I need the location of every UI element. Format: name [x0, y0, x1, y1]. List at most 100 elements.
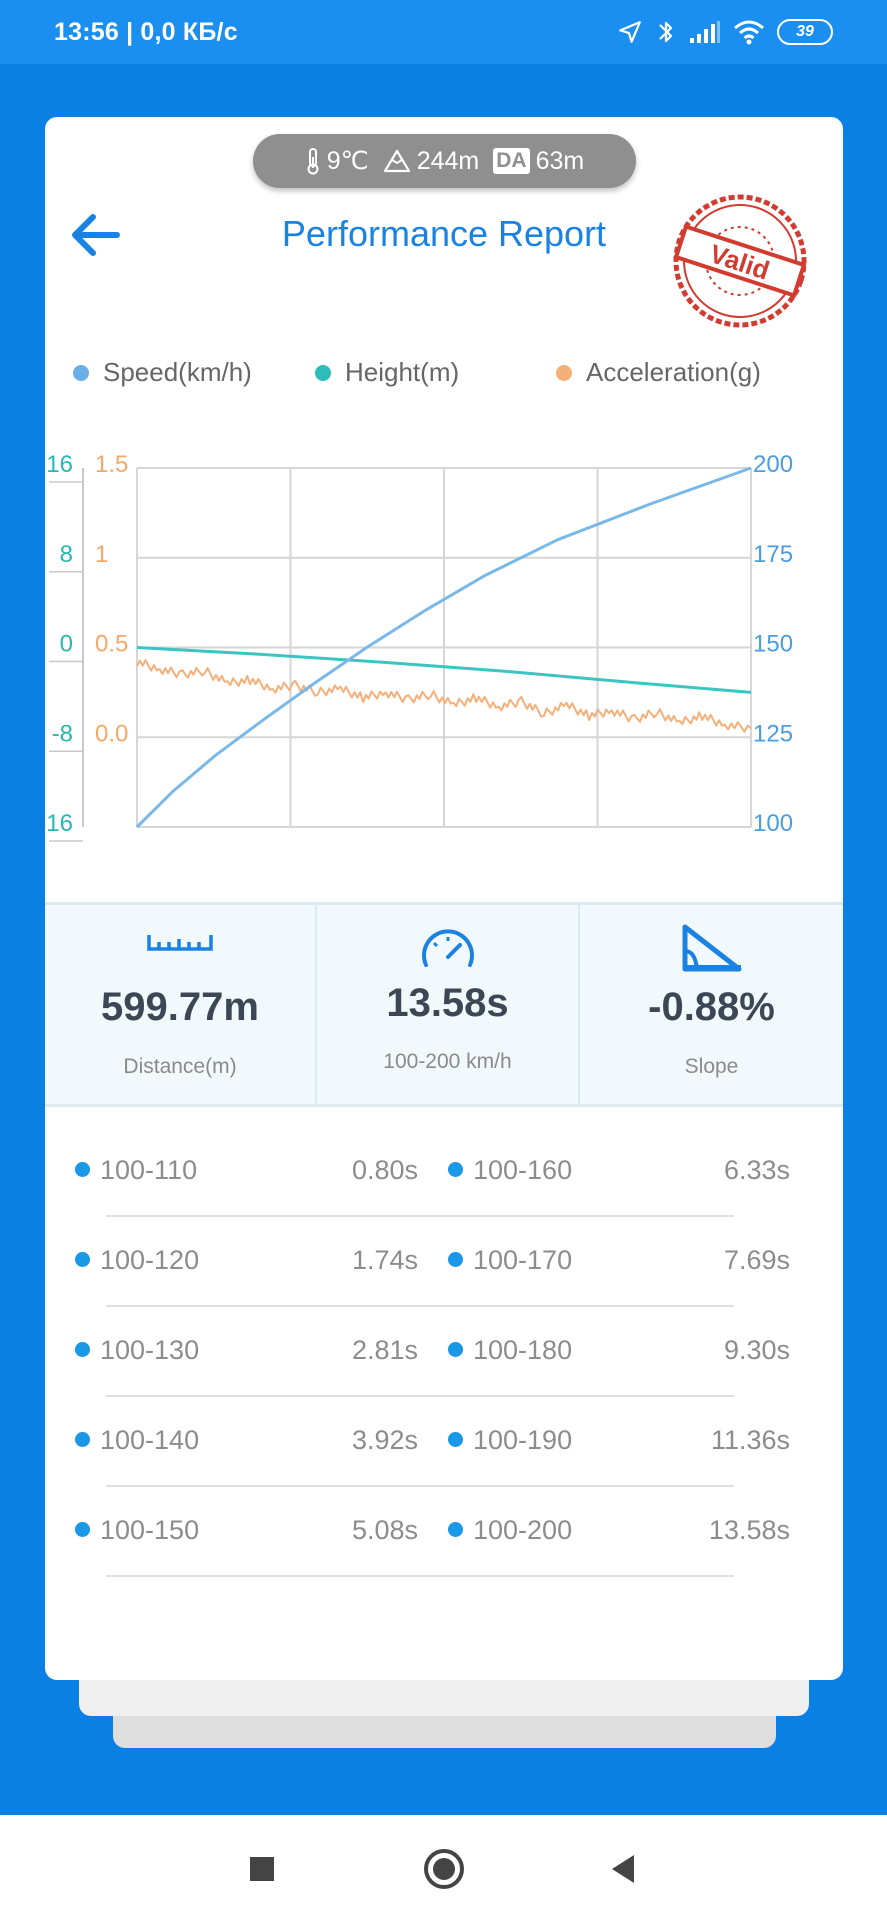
split-right-range: 100-180 — [448, 1335, 572, 1366]
back-arrow-icon[interactable] — [65, 205, 125, 265]
split-row: 100-130 2.81s 100-180 9.30s — [45, 1307, 843, 1397]
accel-tick-label: 0.0 — [95, 720, 128, 747]
battery-level: 39 — [796, 23, 814, 40]
split-right-time: 9.30s — [723, 1335, 790, 1365]
legend-speed: Speed(km/h) — [73, 357, 252, 388]
stat-distance: 599.77m Distance(m) — [45, 905, 315, 1104]
split-dot — [448, 1252, 463, 1267]
split-row: 100-150 5.08s 100-200 13.58s — [45, 1487, 843, 1577]
split-left-range-label: 100-110 — [100, 1155, 198, 1185]
slope-icon — [682, 924, 741, 972]
split-left-range: 100-110 — [75, 1155, 197, 1186]
split-left-range-label: 100-140 — [100, 1425, 200, 1455]
height-tick-label: 0 — [60, 631, 73, 658]
legend-dot-acceleration — [556, 364, 572, 381]
stat-time: 13.58s 100-200 km/h — [315, 905, 578, 1104]
series-line-speed — [135, 466, 752, 829]
mountain-icon — [383, 149, 410, 173]
split-dot — [75, 1252, 90, 1267]
accel-tick-label: 1.5 — [95, 451, 128, 478]
split-left-range: 100-120 — [75, 1245, 199, 1276]
split-dot — [75, 1162, 90, 1177]
split-dot — [75, 1432, 90, 1447]
split-row: 100-110 0.80s 100-160 6.33s — [45, 1127, 843, 1217]
split-left-range: 100-150 — [75, 1515, 199, 1546]
series-line-accel — [136, 659, 752, 733]
split-right-range-label: 100-180 — [473, 1335, 573, 1365]
split-divider — [106, 1485, 734, 1487]
series-line-height — [136, 646, 752, 694]
speed-tick-label: 125 — [753, 720, 793, 747]
speed-tick-label: 100 — [753, 810, 793, 837]
stat-distance-label: Distance(m) — [123, 1055, 237, 1078]
performance-chart: 16 8 0 -8 -16 1.5 1 0.5 0.0 200 175 150 125 100 — [45, 407, 843, 947]
split-times-list: 100-110 0.80s 100-160 6.33s 100-120 1.74s 100-… — [45, 1127, 843, 1577]
split-left-range-label: 100-130 — [100, 1335, 200, 1365]
chart-legend: Speed(km/h) Height(m) Acceleration(g) — [45, 357, 843, 397]
legend-height: Height(m) — [315, 357, 459, 388]
split-left-time: 2.81s — [351, 1335, 418, 1365]
conditions-pill: 9℃ 244m DA 63m — [253, 134, 636, 188]
split-dot — [75, 1342, 90, 1357]
temperature-value: 9℃ — [326, 147, 369, 175]
legend-dot-speed — [73, 364, 89, 381]
split-dot — [448, 1432, 463, 1447]
height-tick-label: 8 — [60, 541, 73, 568]
system-nav-bar — [0, 1815, 887, 1920]
split-left-time: 3.92s — [351, 1425, 418, 1455]
split-dot — [75, 1522, 90, 1537]
split-divider — [106, 1305, 734, 1307]
status-time: 13:56 | 0,0 КБ/с — [54, 17, 238, 46]
split-right-time: 11.36s — [710, 1425, 790, 1455]
split-right-time: 7.69s — [723, 1245, 790, 1275]
split-right-range-label: 100-190 — [473, 1425, 573, 1455]
height-tick-label: -16 — [45, 810, 73, 837]
split-left-range-label: 100-120 — [100, 1245, 200, 1275]
split-right-time: 6.33s — [723, 1155, 790, 1185]
ruler-icon — [147, 935, 213, 951]
split-right-range-label: 100-160 — [473, 1155, 573, 1185]
page-title: Performance Report — [281, 213, 607, 254]
speed-tick-label: 150 — [753, 631, 793, 658]
wifi-icon — [734, 20, 764, 45]
split-dot — [448, 1522, 463, 1537]
legend-dot-height — [315, 364, 331, 381]
status-icons: 39 — [617, 18, 833, 46]
report-card: 9℃ 244m DA 63m Performance Report Valid — [45, 117, 843, 1680]
split-left-time: 5.08s — [351, 1515, 418, 1545]
signal-icon — [690, 21, 720, 43]
thermometer-icon — [307, 148, 319, 175]
split-right-range: 100-170 — [448, 1245, 572, 1276]
density-altitude-item: DA 63m — [493, 147, 584, 176]
triangle-back-icon[interactable] — [600, 1845, 648, 1893]
speed-tick-label: 200 — [753, 451, 793, 478]
split-left-range: 100-130 — [75, 1335, 199, 1366]
stat-time-label: 100-200 km/h — [383, 1050, 512, 1073]
split-left-time: 0.80s — [351, 1155, 418, 1185]
accel-tick-label: 0.5 — [95, 631, 128, 658]
square-icon[interactable] — [238, 1845, 286, 1893]
split-right-range: 100-200 — [448, 1515, 572, 1546]
height-tick-label: -8 — [52, 720, 73, 747]
split-right-range: 100-160 — [448, 1155, 572, 1186]
split-right-time: 13.58s — [708, 1515, 790, 1545]
battery-icon: 39 — [777, 19, 833, 45]
stat-slope-value: -0.88% — [648, 985, 775, 1029]
split-right-range-label: 100-200 — [473, 1515, 573, 1545]
stat-time-value: 13.58s — [386, 981, 509, 1025]
split-row: 100-120 1.74s 100-170 7.69s — [45, 1217, 843, 1307]
split-dot — [448, 1162, 463, 1177]
stat-distance-value: 599.77m — [101, 985, 259, 1029]
stat-slope: -0.88% Slope — [578, 905, 843, 1104]
location-icon — [619, 21, 641, 43]
chart-svg: 16 8 0 -8 -16 1.5 1 0.5 0.0 200 175 150 125 100 — [45, 451, 793, 842]
da-badge: DA — [493, 148, 530, 174]
speedometer-icon — [421, 929, 474, 967]
circle-icon[interactable] — [420, 1845, 468, 1893]
split-left-range-label: 100-150 — [100, 1515, 200, 1545]
bluetooth-icon — [659, 21, 673, 43]
split-divider — [106, 1575, 734, 1577]
split-dot — [448, 1342, 463, 1357]
summary-stats: 599.77m Distance(m) 13.58s 100-200 km/h … — [45, 902, 843, 1107]
split-divider — [106, 1395, 734, 1397]
